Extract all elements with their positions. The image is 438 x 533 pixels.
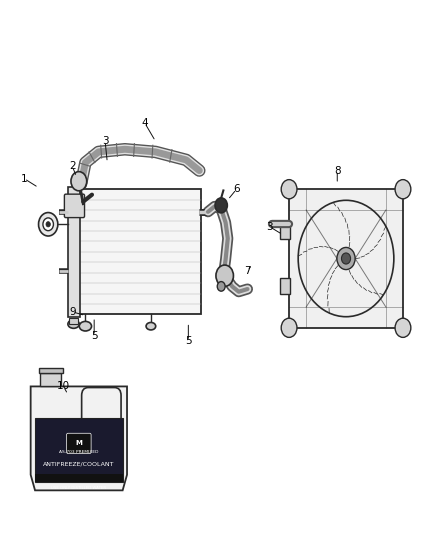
Bar (280, 223, 290, 239)
Circle shape (71, 172, 87, 191)
Bar (68, 187, 80, 317)
Text: USE ONLY DISTILLED WATER: USE ONLY DISTILLED WATER (51, 486, 106, 490)
Text: 5: 5 (91, 331, 98, 341)
Polygon shape (31, 386, 127, 490)
FancyBboxPatch shape (289, 189, 403, 328)
Ellipse shape (79, 321, 92, 331)
FancyBboxPatch shape (67, 433, 91, 454)
Text: 1: 1 (21, 174, 28, 183)
Circle shape (217, 281, 225, 291)
Text: 5 YEAR / 150,000 MILE: 5 YEAR / 150,000 MILE (56, 474, 102, 478)
Circle shape (43, 218, 53, 231)
Circle shape (39, 213, 58, 236)
Bar (40, 373, 61, 386)
Bar (35, 418, 123, 482)
Circle shape (337, 247, 355, 270)
Bar (74, 189, 201, 314)
Circle shape (395, 318, 411, 337)
Circle shape (342, 253, 350, 264)
Bar (35, 474, 123, 482)
Text: 8: 8 (334, 166, 341, 175)
Text: 6: 6 (233, 184, 240, 194)
Text: 3: 3 (102, 136, 109, 146)
Text: 7: 7 (244, 266, 251, 276)
Circle shape (46, 222, 50, 227)
Circle shape (281, 180, 297, 199)
Text: 9: 9 (69, 307, 76, 317)
Bar (69, 318, 78, 324)
Bar (39, 368, 63, 373)
Text: 10: 10 (57, 382, 70, 391)
Text: AS-703 PREMIXED: AS-703 PREMIXED (59, 450, 99, 455)
Circle shape (281, 318, 297, 337)
Text: 3: 3 (266, 222, 273, 231)
FancyBboxPatch shape (64, 194, 85, 217)
Bar (280, 278, 290, 294)
Text: 5: 5 (185, 336, 192, 346)
Circle shape (395, 180, 411, 199)
Ellipse shape (68, 320, 79, 328)
Circle shape (216, 265, 233, 286)
Ellipse shape (146, 322, 156, 330)
Text: 4: 4 (141, 118, 148, 127)
Circle shape (215, 198, 227, 213)
Text: 2: 2 (69, 161, 76, 171)
Text: M: M (75, 440, 82, 446)
Text: ANTIFREEZE/COOLANT: ANTIFREEZE/COOLANT (43, 462, 115, 467)
